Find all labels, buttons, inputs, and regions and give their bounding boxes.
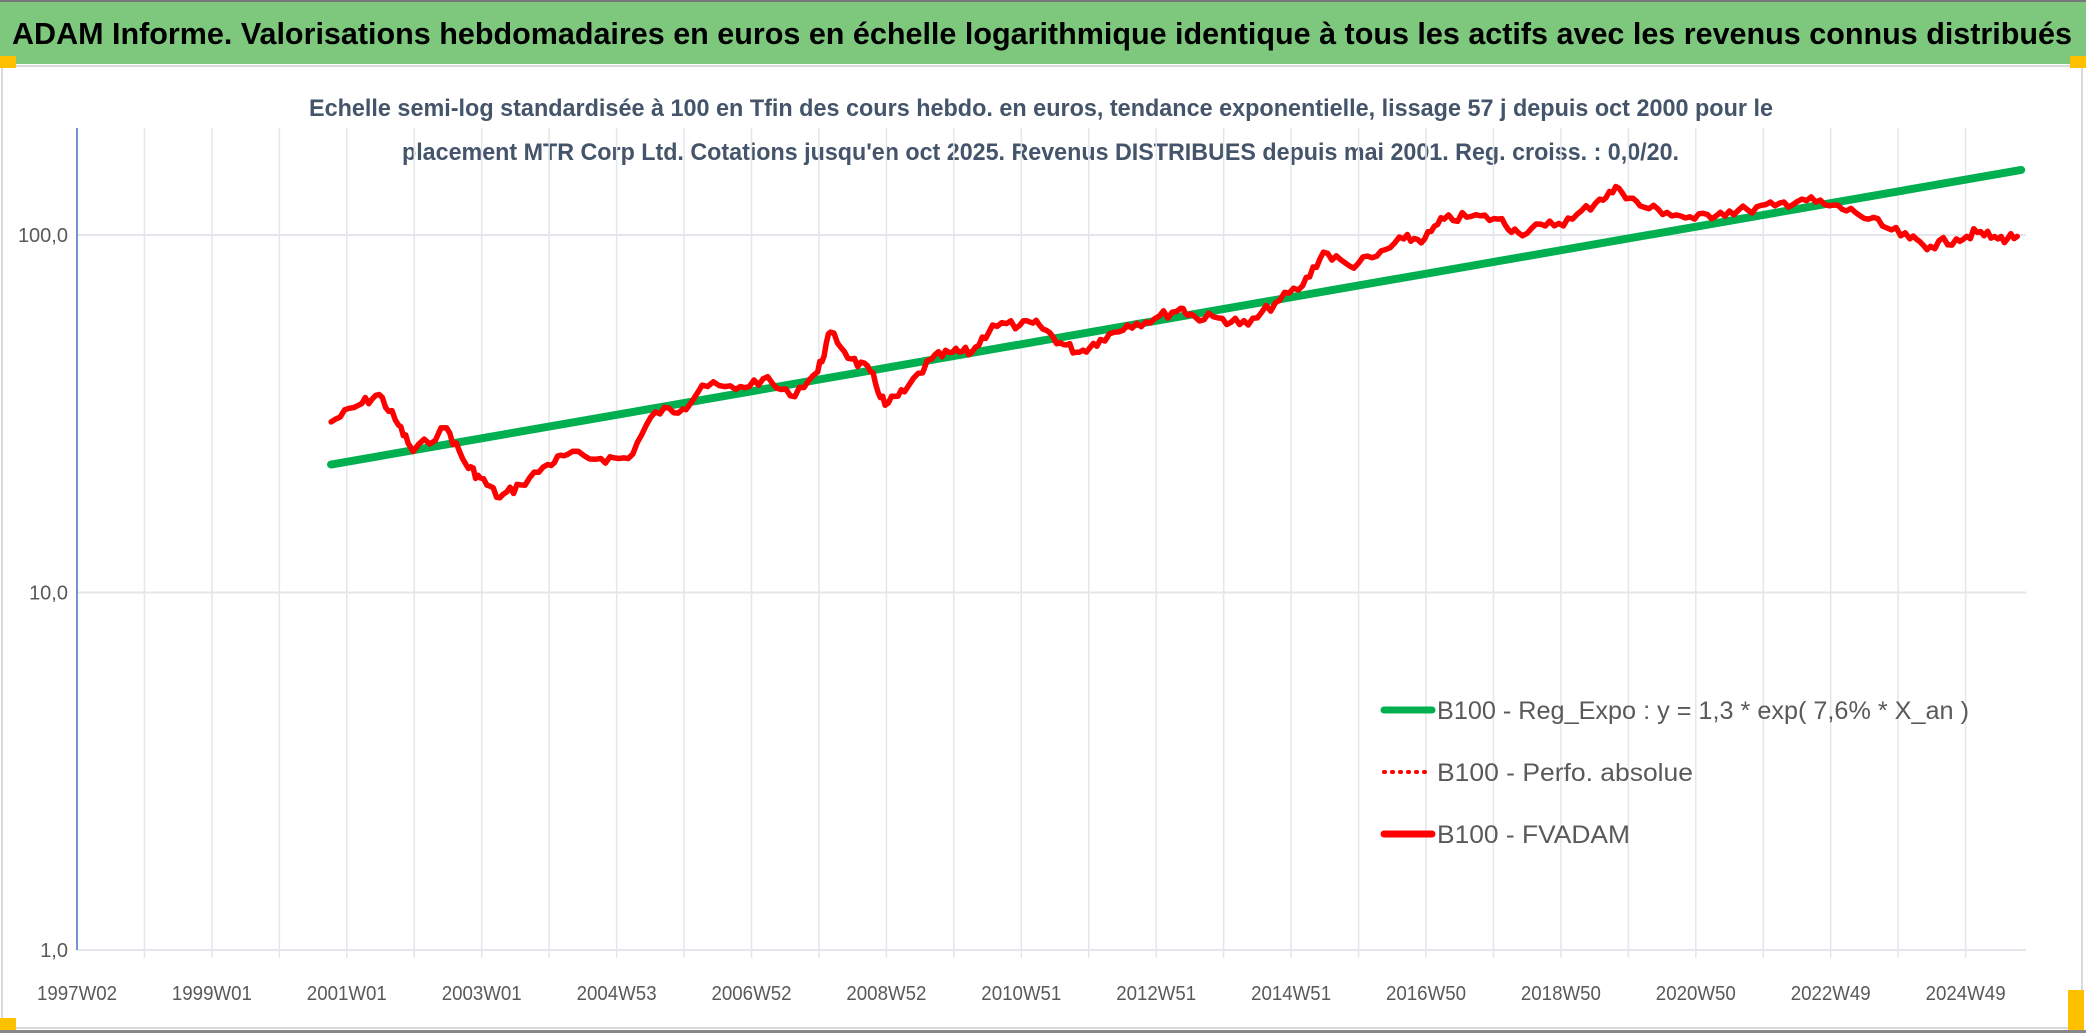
x-tick-label: 2006W52 <box>712 983 792 1005</box>
top-border <box>0 0 2086 2</box>
y-axis-labels: 1,0 10,0 100,0 <box>18 225 68 962</box>
x-tick-label: 2018W50 <box>1521 983 1601 1005</box>
x-tick-label: 2003W01 <box>442 983 522 1005</box>
bottom-border <box>0 1030 2086 1033</box>
x-tick-label: 2008W52 <box>846 983 926 1005</box>
chart-subtitle-line2: placement MTR Corp Ltd. Cotations jusqu'… <box>402 139 1679 166</box>
chart-subtitle-line1: Echelle semi-log standardisée à 100 en T… <box>309 95 1773 122</box>
legend: B100 - Reg_Expo : y = 1,3 * exp( 7,6% * … <box>1380 697 1969 849</box>
x-tick-label: 2016W50 <box>1386 983 1466 1005</box>
corner-handle-tl[interactable] <box>0 56 16 68</box>
gridlines <box>77 128 2026 958</box>
legend-label: B100 - Perfo. absolue <box>1437 759 1693 787</box>
legend-item-perfo-absolue[interactable]: B100 - Perfo. absolue <box>1382 759 1693 787</box>
x-tick-label: 2024W49 <box>1926 983 2006 1005</box>
legend-label: B100 - FVADAM <box>1437 821 1630 849</box>
legend-label: B100 - Reg_Expo : y = 1,3 * exp( 7,6% * … <box>1437 697 1969 725</box>
corner-handle-br[interactable] <box>2068 990 2084 1030</box>
series-line-reg-expo <box>327 165 2026 469</box>
title-bar <box>0 0 2086 64</box>
x-tick-label: 2020W50 <box>1656 983 1736 1005</box>
plot-series <box>327 165 2026 501</box>
y-tick-label: 10,0 <box>29 583 68 605</box>
corner-handle-bl[interactable] <box>0 1018 16 1030</box>
chart-area <box>1 65 2083 1029</box>
x-axis-labels: 1997W02 1999W01 2001W01 2003W01 2004W53 2006W… <box>37 983 2006 1005</box>
x-tick-label: 1999W01 <box>172 983 252 1005</box>
x-tick-label: 1997W02 <box>37 983 117 1005</box>
y-tick-label: 1,0 <box>40 940 68 962</box>
y-tick-label: 100,0 <box>18 225 68 247</box>
x-tick-label: 2004W53 <box>577 983 657 1005</box>
legend-item-fvadam[interactable]: B100 - FVADAM <box>1380 821 1630 849</box>
page-title: ADAM Informe. Valorisations hebdomadaire… <box>12 16 2072 51</box>
corner-handle-tr[interactable] <box>2070 56 2086 68</box>
x-tick-label: 2012W51 <box>1116 983 1196 1005</box>
legend-item-reg-expo[interactable]: B100 - Reg_Expo : y = 1,3 * exp( 7,6% * … <box>1380 697 1969 725</box>
x-tick-label: 2010W51 <box>981 983 1061 1005</box>
x-tick-label: 2001W01 <box>307 983 387 1005</box>
x-tick-label: 2022W49 <box>1791 983 1871 1005</box>
series-line-fvadam <box>328 183 2021 501</box>
x-tick-label: 2014W51 <box>1251 983 1331 1005</box>
